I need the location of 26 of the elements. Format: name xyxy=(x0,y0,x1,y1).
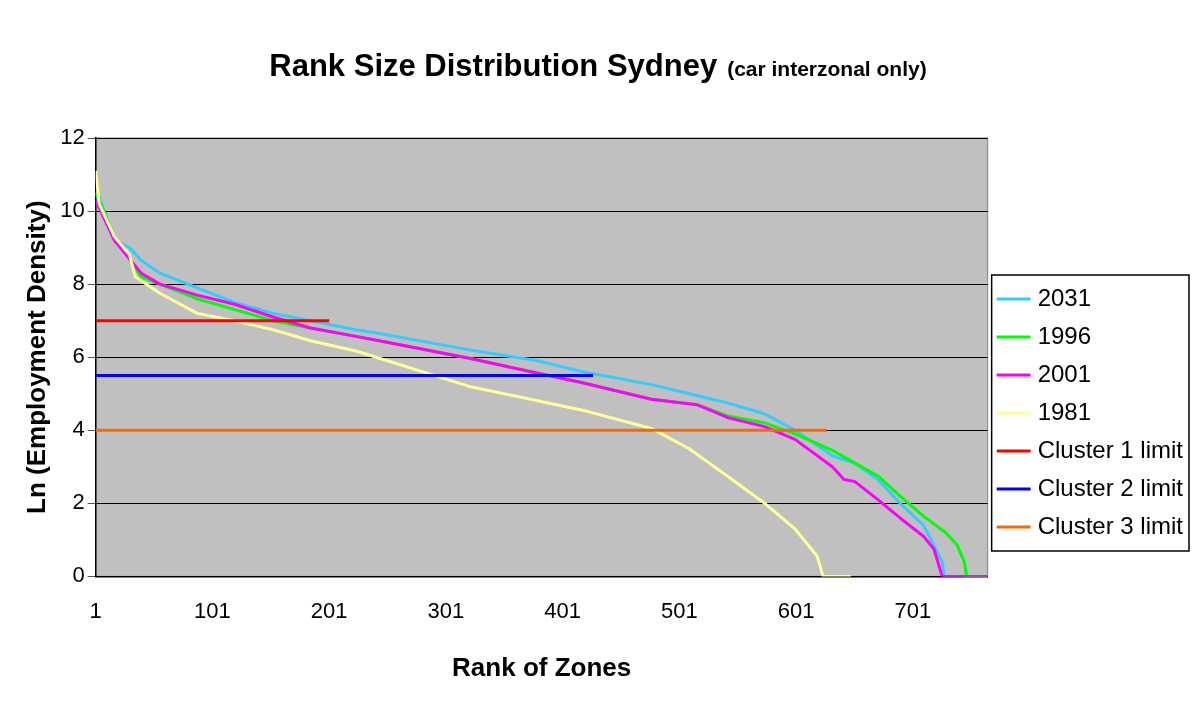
chart-title: Rank Size Distribution Sydney xyxy=(269,48,718,83)
legend-label: Cluster 1 limit xyxy=(1037,435,1184,463)
x-tick-label: 1 xyxy=(89,597,102,623)
chart-subtitle: (car interzonal only) xyxy=(727,57,927,80)
x-tick-label: 201 xyxy=(310,597,348,623)
x-tick-label: 501 xyxy=(661,597,698,623)
legend-label: 2001 xyxy=(1037,359,1092,387)
y-tick-label: 0 xyxy=(72,562,85,588)
y-tick-label: 10 xyxy=(60,197,85,223)
x-tick-label: 601 xyxy=(777,597,815,623)
y-axis-title: Ln (Employment Density) xyxy=(20,200,51,514)
x-tick-label: 701 xyxy=(894,597,932,623)
y-tick-label: 6 xyxy=(72,343,85,369)
y-tick-label: 12 xyxy=(60,124,85,150)
x-tick-label: 401 xyxy=(544,597,582,623)
x-tick-label: 301 xyxy=(427,597,465,623)
legend-label: Cluster 3 limit xyxy=(1037,511,1184,539)
y-tick-label: 2 xyxy=(72,489,85,515)
legend-label: 1981 xyxy=(1037,397,1092,425)
x-tick-label: 101 xyxy=(194,597,231,623)
legend-label: 2031 xyxy=(1037,283,1092,311)
y-tick-label: 4 xyxy=(72,416,85,442)
legend-label: Cluster 2 limit xyxy=(1037,473,1184,501)
y-tick-label: 8 xyxy=(72,270,85,296)
x-axis-title: Rank of Zones xyxy=(452,651,632,682)
legend-label: 1996 xyxy=(1037,321,1092,349)
